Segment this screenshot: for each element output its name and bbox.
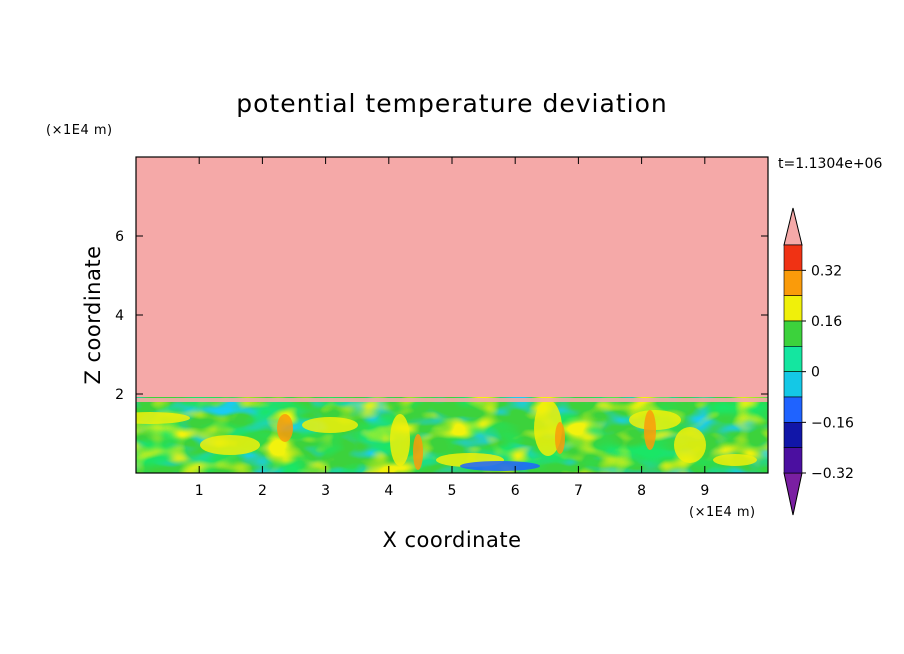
heatmap-field	[136, 157, 768, 473]
colorbar: 0.32 0.16 0 −0.16 −0.32	[783, 207, 854, 516]
x-unit-label: (×1E4 m)	[689, 505, 756, 520]
colorbar-label: 0.32	[811, 263, 842, 279]
colorbar-label: −0.32	[811, 466, 854, 482]
colorbar-box	[783, 396, 803, 423]
colorbar-label: 0	[811, 365, 820, 381]
x-axis-label: X coordinate	[382, 528, 521, 552]
x-tick-label: 2	[258, 483, 267, 499]
y-axis: 2 4 6	[115, 229, 768, 403]
y-unit-label: (×1E4 m)	[46, 123, 113, 138]
field-feature	[674, 427, 706, 463]
x-tick-label: 7	[574, 483, 583, 499]
colorbar-label: −0.16	[811, 415, 854, 431]
x-axis: 1 2 3 4 5 6 7 8 9	[195, 157, 709, 499]
field-feature	[302, 417, 358, 433]
field-feature	[555, 422, 565, 454]
colorbar-label: 0.16	[811, 314, 842, 330]
colorbar-box	[783, 244, 803, 271]
colorbar-box	[783, 422, 803, 448]
y-tick-label: 4	[115, 308, 124, 324]
field-feature	[534, 400, 562, 456]
field-feature	[200, 435, 260, 455]
colorbar-box	[783, 295, 803, 322]
colorbar-box	[783, 371, 803, 398]
x-tick-label: 9	[700, 483, 709, 499]
x-tick-label: 5	[448, 483, 457, 499]
colorbar-extend-top	[783, 207, 803, 246]
colorbar-box	[783, 320, 803, 347]
colorbar-box	[783, 270, 803, 296]
field-feature	[460, 461, 540, 471]
colorbar-box	[783, 346, 803, 372]
field-feature	[136, 412, 190, 424]
field-feature	[713, 454, 757, 466]
x-tick-label: 3	[321, 483, 330, 499]
chart-title: potential temperature deviation	[236, 89, 667, 118]
field-feature	[390, 414, 410, 466]
field-feature	[644, 410, 656, 450]
x-tick-label: 1	[195, 483, 204, 499]
x-tick-label: 6	[511, 483, 520, 499]
y-tick-label: 2	[115, 387, 124, 403]
x-tick-label: 8	[637, 483, 646, 499]
field-feature	[277, 414, 293, 442]
colorbar-extend-bottom	[783, 472, 803, 516]
colorbar-box	[783, 447, 803, 474]
field-feature	[413, 434, 423, 470]
time-label: t=1.1304e+06	[778, 156, 882, 172]
y-tick-label: 6	[115, 229, 124, 245]
field-feature	[136, 398, 768, 402]
x-tick-label: 4	[384, 483, 393, 499]
y-axis-label: Z coordinate	[81, 245, 105, 384]
